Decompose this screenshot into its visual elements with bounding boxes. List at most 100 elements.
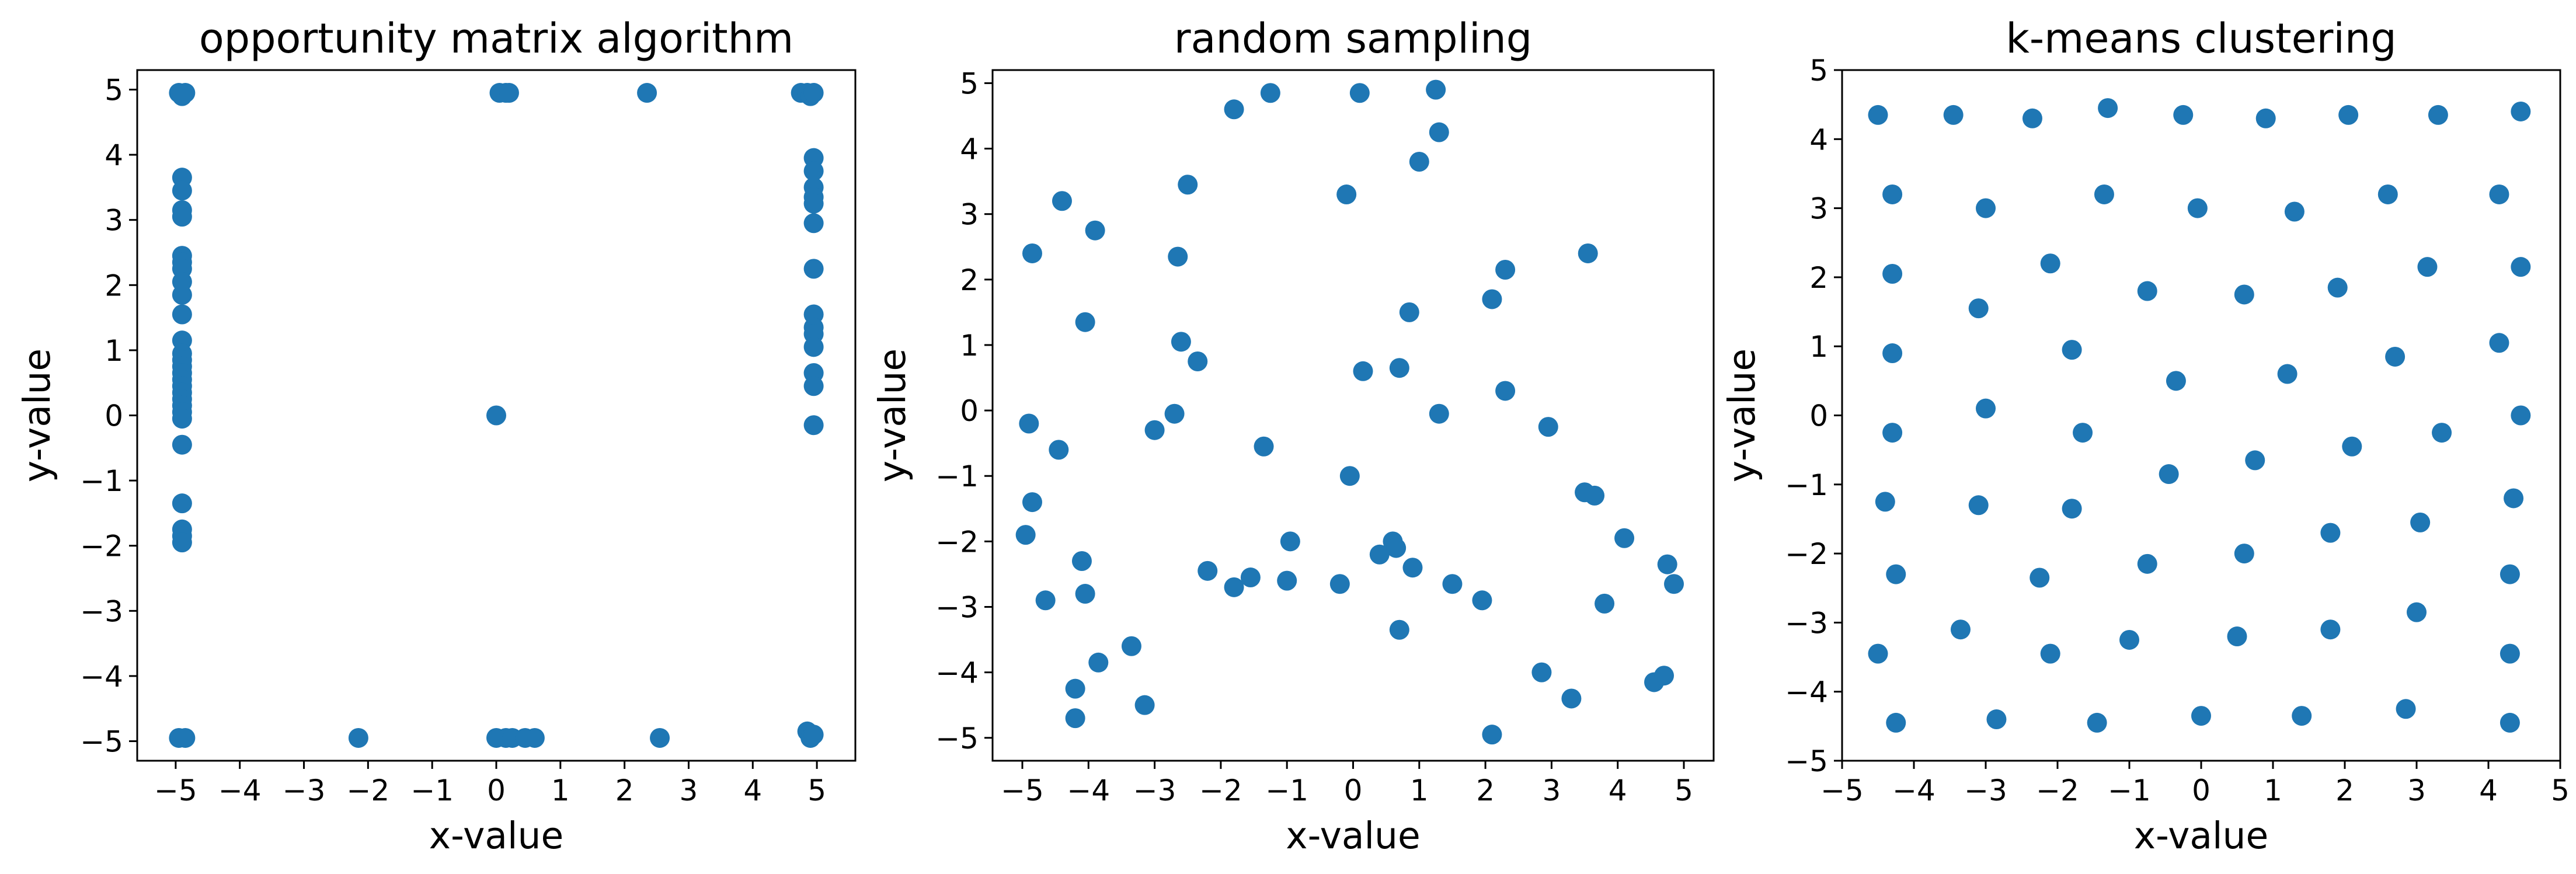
data-point — [2159, 464, 2179, 485]
x-tick-label: 1 — [2264, 774, 2282, 807]
data-point — [1585, 485, 1605, 506]
data-point — [1277, 570, 1297, 591]
data-point — [2327, 277, 2348, 298]
data-point — [1968, 495, 1989, 516]
x-tick-label: 5 — [2551, 774, 2570, 807]
data-point — [1178, 175, 1198, 195]
y-tick-label: 2 — [960, 263, 979, 297]
scatter-panel-2: random sampling−5 −4 −3 −2 −1 0 1 2 3 4 5−5−4−3−2−… — [871, 15, 1715, 857]
data-point — [2227, 626, 2247, 647]
x-tick-label: −1 — [410, 774, 454, 807]
data-point — [1168, 246, 1188, 267]
data-point — [172, 85, 192, 105]
data-point — [1482, 725, 1502, 745]
x-tick-label: −5 — [1001, 774, 1044, 807]
data-point — [637, 83, 657, 103]
data-point — [1882, 343, 1903, 364]
data-point — [1882, 423, 1903, 443]
y-tick-label: 4 — [105, 138, 123, 172]
x-tick-label: −3 — [1133, 774, 1176, 807]
data-point — [1164, 403, 1185, 424]
data-point — [1065, 678, 1085, 699]
data-point — [2407, 602, 2427, 622]
data-point — [1329, 574, 1350, 594]
data-point — [1075, 312, 1095, 332]
x-tick-label: −4 — [1892, 774, 1936, 807]
data-point — [1022, 492, 1042, 513]
data-point — [1657, 554, 1677, 574]
data-point — [2245, 450, 2265, 471]
data-point — [1035, 590, 1056, 611]
scatter-panel-1: opportunity matrix algorithm −5 −4 −3 −2 −1 0 1… — [16, 15, 857, 857]
x-tick-label: 2 — [1476, 774, 1495, 807]
data-point — [1224, 577, 1244, 597]
y-tick-label: −5 — [1785, 744, 1828, 778]
x-tick-label: 0 — [487, 774, 506, 807]
data-point — [1968, 298, 1989, 319]
data-point — [1976, 198, 1996, 218]
data-point — [2511, 257, 2531, 277]
x-tick-label: 0 — [1344, 774, 1363, 807]
data-point — [172, 409, 192, 429]
y-tick-label: 1 — [105, 334, 123, 368]
data-point — [2500, 712, 2520, 733]
data-point — [2396, 699, 2416, 719]
data-point — [1882, 184, 1903, 204]
data-point — [1472, 590, 1492, 611]
y-tick-label: 4 — [960, 133, 979, 166]
x-tick-label: 1 — [1410, 774, 1429, 807]
y-tick-label: 1 — [1809, 330, 1828, 364]
data-point — [2342, 436, 2362, 457]
data-point — [1349, 83, 1370, 103]
data-point — [803, 259, 824, 279]
x-tick-label: 4 — [1609, 774, 1627, 807]
data-point — [803, 337, 824, 357]
data-point — [1339, 466, 1360, 486]
data-point — [1188, 351, 1208, 371]
y-tick-label: −4 — [80, 660, 123, 694]
data-point — [1088, 652, 1109, 673]
y-tick-label: −1 — [935, 459, 979, 493]
data-point — [803, 161, 824, 181]
data-point — [1224, 99, 1244, 120]
data-point — [1614, 528, 1635, 548]
data-point — [172, 207, 192, 227]
data-point — [803, 193, 824, 214]
data-point — [1595, 593, 1615, 614]
data-point — [1531, 662, 1552, 683]
y-tick-label: 2 — [1809, 261, 1828, 295]
y-tick-label: −5 — [935, 722, 979, 755]
y-axis-label: y-value — [871, 349, 914, 482]
data-point — [1495, 381, 1516, 401]
data-point — [650, 727, 670, 748]
x-tick-label: 5 — [1675, 774, 1693, 807]
y-tick-label: 0 — [1809, 399, 1828, 433]
data-point — [1950, 619, 1971, 640]
data-point — [803, 415, 824, 436]
data-point — [2062, 499, 2082, 519]
data-point — [1134, 695, 1155, 715]
data-point — [1065, 708, 1085, 729]
data-point — [1429, 403, 1449, 424]
data-point — [1875, 492, 1895, 512]
data-point — [1561, 688, 1582, 709]
data-point — [1369, 544, 1390, 565]
data-point — [1198, 560, 1218, 581]
data-point — [2500, 564, 2520, 584]
y-tick-label: 2 — [105, 269, 123, 302]
data-point — [348, 727, 368, 748]
data-point — [2119, 629, 2139, 650]
data-point — [2428, 105, 2448, 125]
data-point — [1868, 643, 1888, 664]
data-point — [1943, 105, 1964, 125]
x-tick-label: −2 — [1199, 774, 1242, 807]
chart-title: opportunity matrix algorithm — [199, 15, 793, 62]
data-point — [2500, 643, 2520, 664]
y-tick-label: −2 — [80, 530, 123, 563]
data-point — [1015, 525, 1036, 545]
data-point — [1171, 332, 1191, 352]
data-point — [2320, 619, 2341, 640]
y-tick-label: 5 — [1809, 54, 1828, 88]
x-tick-label: 0 — [2192, 774, 2211, 807]
